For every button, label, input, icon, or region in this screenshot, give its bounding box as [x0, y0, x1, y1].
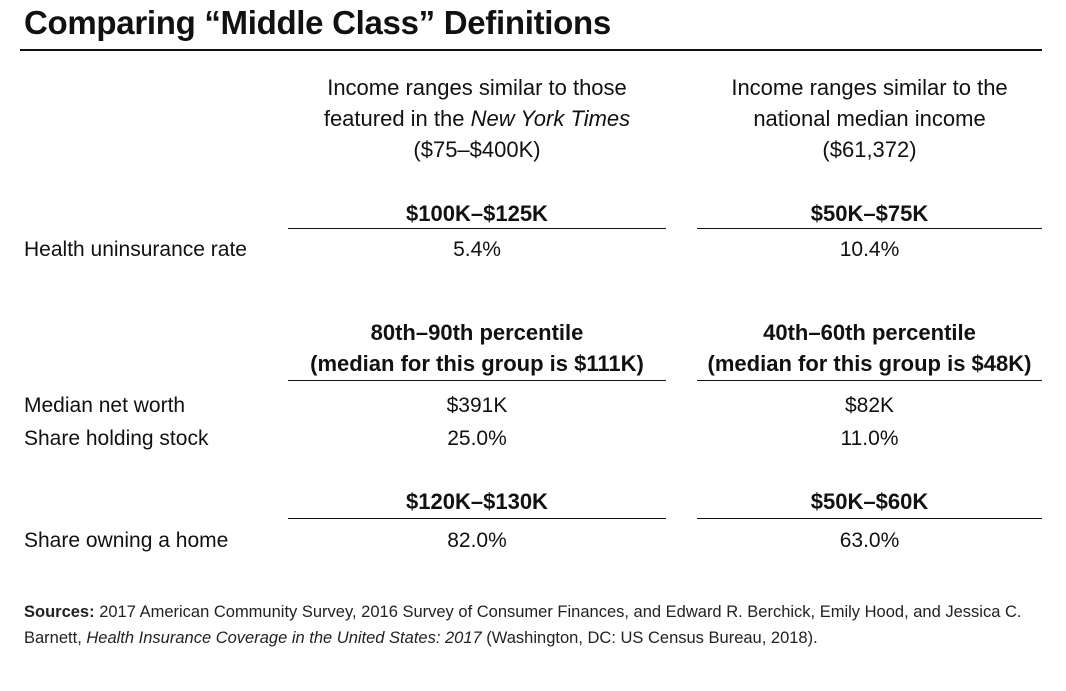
- sources-note: Sources: 2017 American Community Survey,…: [24, 599, 1034, 651]
- column-header-line: ($75–$400K): [413, 137, 541, 162]
- column-header-text: featured in the: [323, 106, 471, 131]
- cell-value: $82K: [844, 394, 895, 417]
- group-underline: [288, 228, 666, 229]
- cell-value: 11.0%: [840, 427, 899, 450]
- column-header-nyt: Income ranges similar to those featured …: [288, 72, 666, 165]
- group-label-3a: $120K–$130K: [406, 489, 548, 514]
- cell-value: 10.4%: [839, 238, 900, 261]
- group-underline: [697, 380, 1042, 381]
- title-rule: [20, 49, 1042, 51]
- column-header-line: national median income: [697, 103, 1042, 134]
- row-label-median-net-worth: Median net worth: [24, 394, 186, 417]
- cell-value: $391K: [446, 394, 508, 417]
- page-title: Comparing “Middle Class” Definitions: [24, 4, 611, 41]
- group-label-line: (median for this group is $111K): [310, 351, 644, 376]
- group-label-2a: 80th–90th percentile (median for this gr…: [288, 317, 666, 379]
- column-header-line: Income ranges similar to those: [327, 75, 627, 100]
- publication-name: New York Times: [470, 106, 631, 131]
- sources-label: Sources:: [24, 603, 95, 621]
- group-underline: [288, 380, 666, 381]
- group-underline: [288, 518, 666, 519]
- sources-text: (Washington, DC: US Census Bureau, 2018)…: [481, 629, 818, 647]
- cell-value: 25.0%: [447, 427, 507, 450]
- group-underline: [697, 228, 1042, 229]
- row-label-share-holding-stock: Share holding stock: [24, 427, 209, 450]
- group-label-line: 40th–60th percentile: [763, 320, 976, 345]
- cell-value: 63.0%: [839, 529, 900, 552]
- sources-text: 2017 American Community Survey, 2016 Sur…: [24, 603, 1022, 647]
- group-label-1b: $50K–$75K: [810, 201, 929, 226]
- row-label-share-owning-home: Share owning a home: [24, 529, 229, 552]
- column-header-text: national median income: [753, 106, 986, 131]
- column-header-line: ($61,372): [822, 137, 917, 162]
- group-label-3b: $50K–$60K: [810, 489, 929, 514]
- group-underline: [697, 518, 1042, 519]
- group-label-1a: $100K–$125K: [406, 201, 548, 226]
- group-label-2b: 40th–60th percentile (median for this gr…: [697, 317, 1042, 379]
- sources-report-title: Health Insurance Coverage in the United …: [86, 629, 482, 647]
- group-label-line: 80th–90th percentile: [370, 320, 584, 345]
- column-header-line: Income ranges similar to the: [731, 75, 1008, 100]
- column-header-median: Income ranges similar to the national me…: [697, 72, 1042, 165]
- row-label-health-uninsurance: Health uninsurance rate: [24, 238, 247, 261]
- group-label-line: (median for this group is $48K): [707, 351, 1032, 376]
- cell-value: 82.0%: [447, 529, 507, 552]
- cell-value: 5.4%: [453, 238, 501, 261]
- column-header-line: featured in the New York Times: [288, 103, 666, 134]
